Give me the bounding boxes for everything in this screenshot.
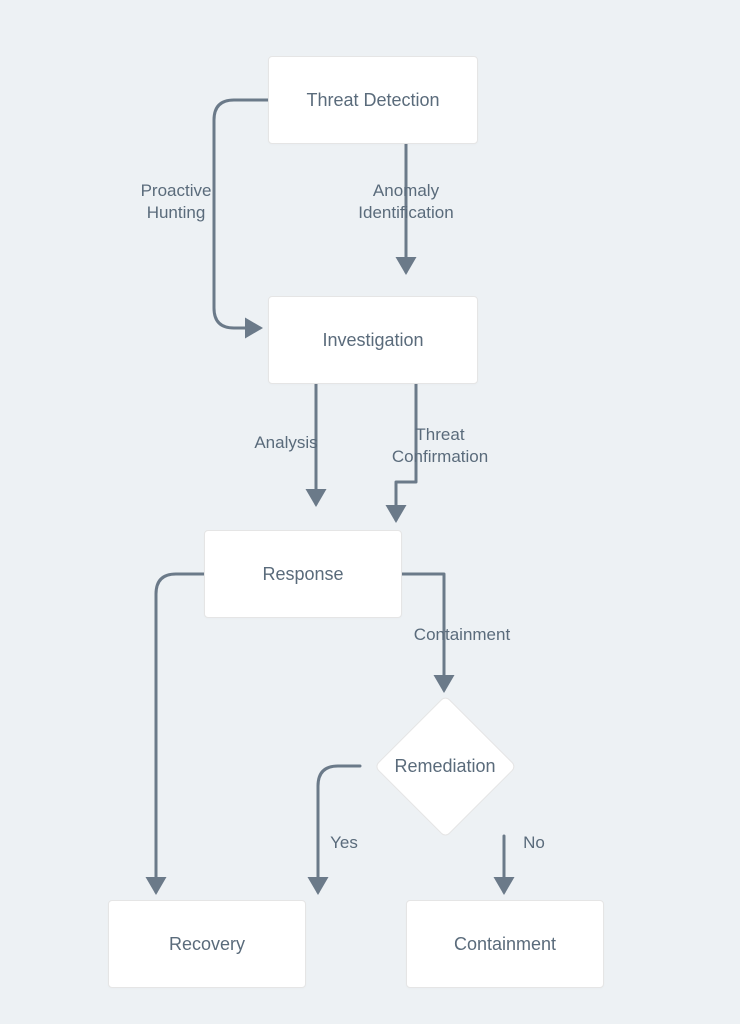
edge-label-e-rem-no: No <box>464 832 604 854</box>
node-response: Response <box>204 530 402 618</box>
edge-label-e-detect-invest: Anomaly Identification <box>336 180 476 224</box>
edge-label-e-rem-yes: Yes <box>274 832 414 854</box>
node-label-remediation: Remediation <box>394 756 495 777</box>
flowchart-canvas: Threat Detection Investigation Response Rem… <box>0 0 740 1024</box>
node-containment: Containment <box>406 900 604 988</box>
edge-label-e-detect-hunting: Proactive Hunting <box>106 180 246 224</box>
node-recovery: Recovery <box>108 900 306 988</box>
edge-e-resp-recovery <box>156 574 204 892</box>
connectors-layer <box>0 0 740 1024</box>
edge-label-e-invest-confirm: Threat Confirmation <box>370 424 510 468</box>
node-remediation: Remediation <box>350 696 540 836</box>
node-investigation: Investigation <box>268 296 478 384</box>
node-detection: Threat Detection <box>268 56 478 144</box>
edge-label-e-invest-analysis: Analysis <box>216 432 356 454</box>
edge-label-e-resp-contain: Containment <box>392 624 532 646</box>
